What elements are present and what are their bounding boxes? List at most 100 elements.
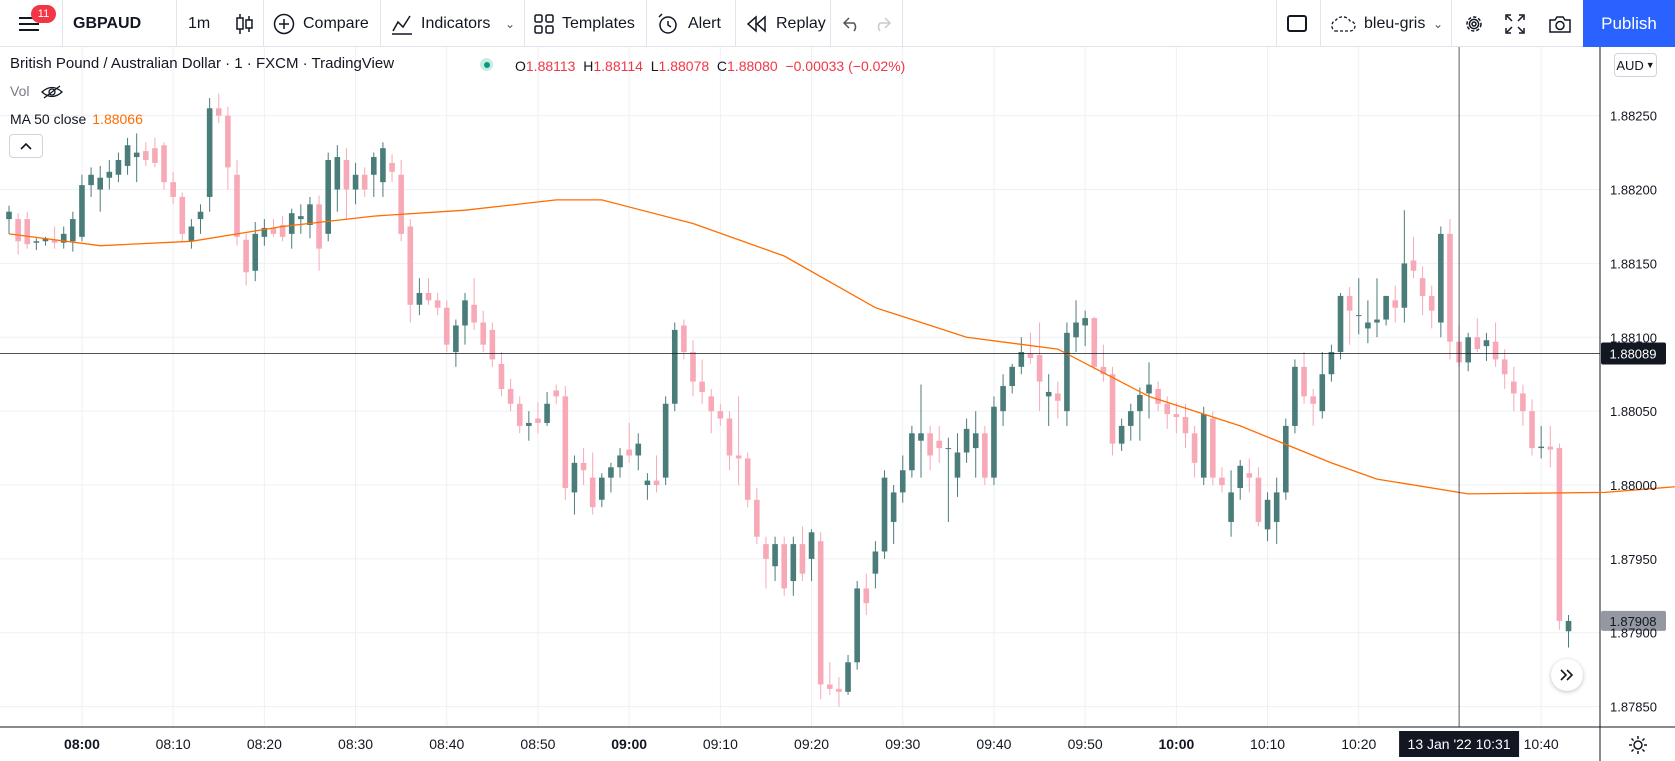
candle-down: [982, 433, 988, 478]
candle-up: [671, 329, 678, 404]
last-price-label: 1.87908: [1610, 614, 1657, 629]
candle-down: [161, 145, 167, 183]
interval-button[interactable]: 1m: [188, 14, 211, 32]
collapse-legend-button[interactable]: [9, 134, 43, 158]
candle-up: [1337, 295, 1344, 353]
candle-down: [434, 300, 441, 308]
ma-indicator-row[interactable]: MA 50 close 1.88066: [10, 111, 143, 127]
crosshair: 1.88089 13 Jan '22 10:31 1.87908: [0, 47, 1666, 757]
candle-down: [1346, 295, 1353, 311]
candle-up: [88, 174, 94, 186]
chart-settings-button[interactable]: [1626, 733, 1650, 757]
candle-down: [735, 455, 742, 459]
candle-down: [1447, 233, 1453, 342]
volume-label: Vol: [10, 83, 30, 99]
replay-label: Replay: [776, 14, 826, 32]
candle-up: [1064, 332, 1070, 412]
layout-select-button[interactable]: [1287, 0, 1307, 47]
candle-up: [571, 462, 578, 493]
candle-down: [1036, 355, 1043, 382]
candle-up: [526, 422, 532, 426]
scroll-to-realtime-button[interactable]: [1551, 659, 1583, 691]
time-tick-label: 09:00: [611, 736, 647, 752]
eye-hidden-icon[interactable]: [41, 85, 64, 99]
candle-up: [635, 443, 642, 456]
hamburger-icon: [19, 16, 39, 31]
volume-indicator-row[interactable]: Vol: [10, 83, 64, 99]
candle-down: [1182, 417, 1189, 434]
candle-down: [1501, 359, 1508, 375]
candle-down: [1301, 366, 1307, 397]
currency-label: AUD: [1616, 57, 1644, 73]
candle-up: [1273, 492, 1280, 522]
candle-down: [1428, 295, 1435, 311]
candle-up: [1018, 352, 1025, 367]
candle-down: [179, 196, 186, 234]
candle-down: [243, 239, 249, 273]
candle-down: [498, 363, 505, 389]
candle-up: [307, 204, 313, 226]
candle-down: [562, 396, 569, 488]
candle-down: [1164, 403, 1171, 415]
fullscreen-button[interactable]: [1505, 0, 1525, 47]
layout-chevron-down-icon[interactable]: ⌄: [1433, 16, 1444, 31]
candle-down: [343, 160, 350, 190]
candles: [6, 93, 1572, 707]
candle-up: [188, 226, 195, 242]
save-layout-button[interactable]: bleu-gris: [1328, 0, 1425, 47]
alert-button[interactable]: Alert: [656, 0, 721, 47]
main-menu-button[interactable]: [12, 0, 48, 47]
candle-up: [1483, 340, 1490, 347]
candle-up: [1200, 414, 1207, 478]
time-tick-label: 09:50: [1068, 736, 1103, 752]
time-tick-label: 09:20: [794, 736, 829, 752]
candle-down: [516, 403, 523, 426]
time-tick-label: 10:20: [1341, 736, 1376, 752]
chart-type-button[interactable]: [234, 0, 254, 47]
price-tick-label: 1.87950: [1610, 552, 1657, 567]
symbol-search-button[interactable]: GBPAUD: [73, 14, 142, 32]
low-label: L: [650, 58, 659, 74]
candle-up: [1000, 386, 1006, 412]
candle-up: [252, 233, 259, 271]
low-value: 1.88078: [658, 58, 710, 74]
crosshair-time-tag: [1399, 731, 1520, 757]
last-price-tag: [1601, 610, 1666, 631]
candle-down: [626, 449, 632, 456]
snapshot-button[interactable]: [1548, 0, 1572, 47]
indicators-button[interactable]: Indicators: [391, 0, 490, 47]
candle-down: [580, 462, 587, 471]
candle-up: [954, 452, 961, 478]
candle-down: [726, 418, 733, 456]
price-tick-label: 1.88200: [1610, 183, 1657, 198]
undo-button[interactable]: [842, 0, 862, 47]
candle-down: [1511, 381, 1517, 394]
candle-up: [1146, 384, 1152, 394]
candle-up: [1383, 295, 1389, 320]
candle-up: [416, 292, 423, 305]
chevron-down-icon[interactable]: ⌄: [505, 16, 516, 31]
redo-button[interactable]: [872, 0, 892, 47]
compare-button[interactable]: Compare: [273, 0, 369, 47]
undo-icon: [842, 16, 857, 31]
settings-button[interactable]: [1462, 0, 1486, 47]
candle-down: [589, 477, 596, 508]
candle-up: [206, 108, 213, 197]
candle-up: [1355, 315, 1362, 317]
candle-up: [106, 171, 113, 178]
candle-up: [617, 455, 623, 468]
publish-button[interactable]: Publish: [1583, 0, 1675, 47]
candle-up: [1082, 318, 1088, 326]
change-value: −0.00033 (−0.02%): [785, 58, 906, 74]
candle-up: [1045, 391, 1052, 397]
currency-select-button[interactable]: AUD ▼: [1614, 53, 1657, 77]
candle-down: [234, 174, 240, 237]
candle-down: [744, 458, 751, 500]
candle-up: [662, 403, 669, 478]
symbol-title[interactable]: British Pound / Australian Dollar · 1 · …: [10, 55, 395, 72]
replay-button[interactable]: Replay: [746, 0, 826, 47]
candle-up: [261, 227, 268, 237]
templates-button[interactable]: Templates: [534, 0, 635, 47]
double-chevron-right-icon: [1560, 669, 1574, 681]
